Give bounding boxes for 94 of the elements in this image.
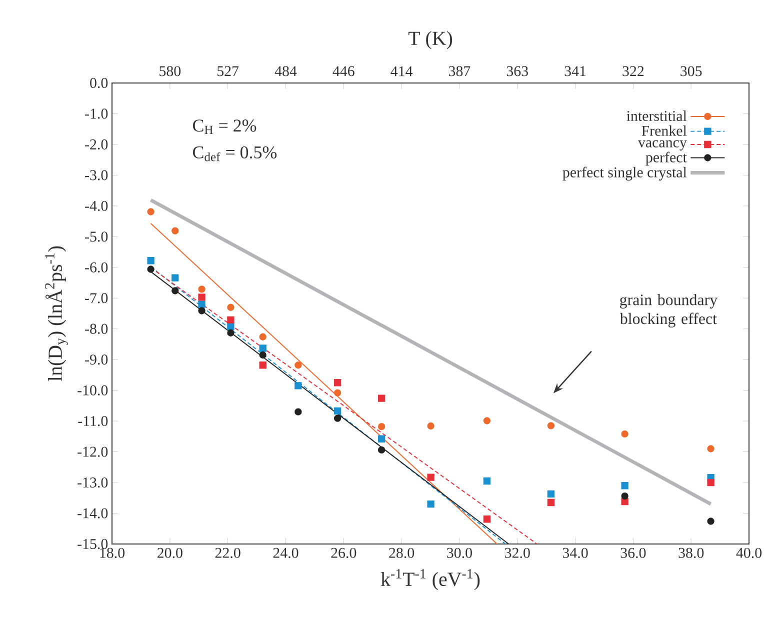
point <box>227 316 234 324</box>
point <box>427 422 434 430</box>
y-tick-label: -2.0 <box>85 139 108 150</box>
point <box>198 286 206 293</box>
point <box>483 417 491 424</box>
text: 484 <box>274 66 297 76</box>
point <box>378 394 386 402</box>
point <box>172 274 179 282</box>
x-tick-label: 36.0 <box>620 548 646 558</box>
y-tick-label: -5.0 <box>85 232 108 242</box>
x-tick-label: 22.0 <box>215 548 240 558</box>
x2-axis-title: T (K) <box>408 31 452 50</box>
point <box>227 323 234 330</box>
point <box>259 333 266 340</box>
point <box>483 516 491 523</box>
point <box>378 423 386 430</box>
point <box>621 492 628 500</box>
x-axis-title: k$^{-1}$T$^{-1}$ (eV$^{-1}$) <box>380 569 480 590</box>
point <box>547 422 555 430</box>
point <box>621 482 628 490</box>
point <box>147 208 154 216</box>
text: 414 <box>390 66 413 76</box>
point <box>198 300 206 308</box>
y-tick-label: -8.0 <box>85 324 108 334</box>
legend-label: interstitial <box>626 110 687 122</box>
text: 527 <box>217 66 239 76</box>
x-tick-label: 20.0 <box>157 548 182 558</box>
point <box>427 474 434 481</box>
y-tick-label: -14.0 <box>78 508 108 518</box>
x-tick-label: 28.0 <box>389 548 414 558</box>
x-tick-label: 34.0 <box>562 548 588 558</box>
point <box>227 304 234 311</box>
point <box>547 498 555 506</box>
x-tick-label: 40.0 <box>736 548 762 558</box>
point <box>294 362 302 369</box>
point <box>147 257 154 264</box>
point <box>707 445 714 452</box>
point <box>547 490 555 498</box>
point <box>259 362 266 369</box>
x-tick-label: 32.0 <box>505 548 530 558</box>
point <box>378 446 386 454</box>
point <box>483 477 491 485</box>
point <box>334 389 342 396</box>
point <box>621 498 628 506</box>
y-tick-label: -12.0 <box>78 446 108 457</box>
text: 363 <box>506 66 528 76</box>
point <box>707 478 714 486</box>
legend-label: perfect <box>646 152 687 166</box>
x-tick-label: 18.0 <box>100 548 125 558</box>
y-tick-label: 0.0 <box>90 78 108 88</box>
point <box>259 344 266 352</box>
legend-label: perfect single crystal <box>562 166 687 181</box>
point <box>707 518 714 525</box>
annotation: C$_{H}$ = 2% <box>192 120 256 134</box>
y-axis-title: ln(D$_{y}$) (lnÅ$^{2}$ps$^{-1}$) <box>45 246 68 382</box>
y-tick-label: -9.0 <box>85 354 108 365</box>
annotation: C$_{def}$ = 0.5% <box>192 146 277 162</box>
point <box>198 307 206 314</box>
point <box>294 408 302 416</box>
text: 580 <box>160 66 181 76</box>
y-tick-label: -13.0 <box>78 477 108 488</box>
point <box>294 382 302 390</box>
y-tick-label: -11.0 <box>78 416 108 426</box>
point <box>621 430 628 438</box>
text: 322 <box>622 66 644 76</box>
text: 446 <box>332 66 354 76</box>
x-tick-label: 26.0 <box>331 548 356 558</box>
point <box>259 351 266 359</box>
y-tick-label: -1.0 <box>85 108 108 119</box>
text: 305 <box>680 66 702 76</box>
y-tick-label: -15.0 <box>78 538 108 550</box>
y-tick-label: -10.0 <box>78 385 108 396</box>
legend-label: vacancy <box>638 140 687 150</box>
x-tick-label: 24.0 <box>273 548 298 558</box>
text: 387 <box>448 66 470 76</box>
point <box>147 266 154 273</box>
point <box>198 294 206 301</box>
point <box>334 414 342 422</box>
x-tick-label: 30.0 <box>447 548 472 558</box>
point <box>172 287 179 294</box>
y-tick-label: -4.0 <box>85 200 108 212</box>
y-tick-label: -7.0 <box>85 293 108 304</box>
y-tick-label: -6.0 <box>85 262 108 272</box>
point <box>334 379 342 386</box>
legend-label: Frenkel <box>642 125 687 136</box>
x-tick-label: 38.0 <box>678 548 704 558</box>
point <box>378 435 386 442</box>
point <box>227 329 234 336</box>
text: 341 <box>564 66 586 76</box>
y-tick-label: -3.0 <box>85 170 108 180</box>
point <box>334 407 342 415</box>
point <box>427 500 434 508</box>
point <box>172 227 179 234</box>
annotation: grain boundary blocking effect <box>620 294 718 328</box>
